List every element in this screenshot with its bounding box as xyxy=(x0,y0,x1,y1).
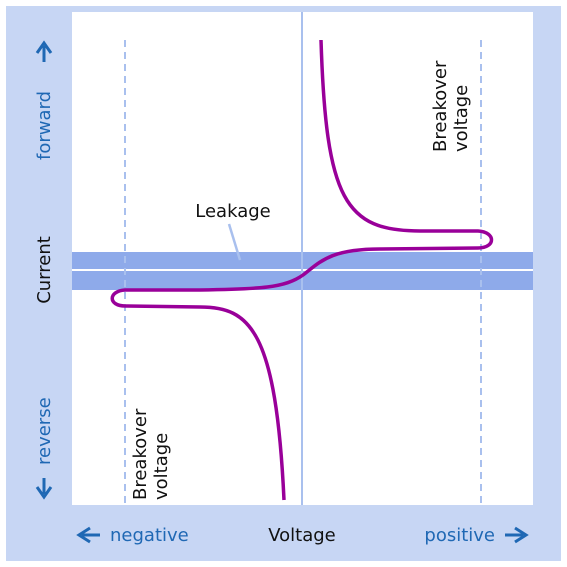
leakage-pointer xyxy=(227,223,242,261)
down-arrow xyxy=(35,478,53,500)
y-axis-label: Current xyxy=(34,236,55,304)
right-arrow xyxy=(505,526,529,544)
label-line: voltage xyxy=(451,85,472,152)
up-arrow xyxy=(35,40,53,62)
iv-curve xyxy=(110,39,494,501)
breakover-right-label: Breakovervoltage xyxy=(430,60,472,152)
y-top-label: forward xyxy=(34,91,55,160)
x-left-label: negative xyxy=(110,525,189,546)
x-axis-label: Voltage xyxy=(268,525,336,546)
label-line: voltage xyxy=(151,433,172,500)
y-bottom-label: reverse xyxy=(34,397,55,465)
label-line: Breakover xyxy=(430,60,451,152)
breakover-left-label: Breakovervoltage xyxy=(130,408,172,500)
label-line: Breakover xyxy=(130,408,151,500)
x-right-label: positive xyxy=(424,525,495,546)
leakage-label: Leakage xyxy=(195,201,270,222)
left-arrow xyxy=(76,526,100,544)
